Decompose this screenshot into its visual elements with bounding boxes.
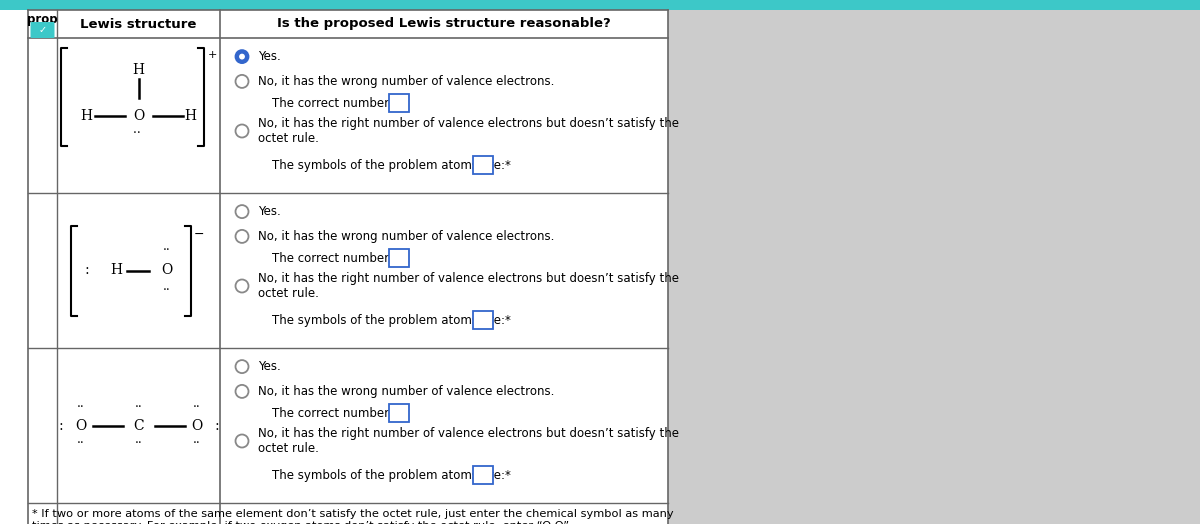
Text: H: H bbox=[80, 108, 92, 123]
FancyBboxPatch shape bbox=[473, 156, 493, 174]
Text: ··: ·· bbox=[134, 437, 143, 450]
Circle shape bbox=[235, 75, 248, 88]
Bar bbox=[28, 10, 668, 524]
Text: ··: ·· bbox=[193, 401, 200, 414]
Text: ··: ·· bbox=[134, 401, 143, 414]
Circle shape bbox=[235, 360, 248, 373]
Circle shape bbox=[235, 50, 248, 63]
Circle shape bbox=[235, 279, 248, 292]
FancyBboxPatch shape bbox=[473, 311, 493, 329]
Circle shape bbox=[239, 53, 245, 60]
Circle shape bbox=[235, 385, 248, 398]
Text: H: H bbox=[110, 264, 122, 278]
Text: No, it has the wrong number of valence electrons.: No, it has the wrong number of valence e… bbox=[258, 385, 554, 398]
FancyBboxPatch shape bbox=[30, 22, 54, 38]
Text: No, it has the wrong number of valence electrons.: No, it has the wrong number of valence e… bbox=[258, 230, 554, 243]
Text: ··: ·· bbox=[77, 401, 84, 414]
Text: The correct number is:: The correct number is: bbox=[272, 252, 407, 265]
FancyBboxPatch shape bbox=[473, 466, 493, 484]
Text: Yes.: Yes. bbox=[258, 205, 281, 218]
Text: O: O bbox=[191, 419, 202, 432]
FancyBboxPatch shape bbox=[389, 249, 409, 267]
Text: O: O bbox=[133, 108, 144, 123]
Text: H: H bbox=[185, 108, 197, 123]
Text: Is the proposed Lewis structure reasonable?: Is the proposed Lewis structure reasonab… bbox=[277, 17, 611, 30]
Text: prop: prop bbox=[28, 13, 58, 26]
Text: Yes.: Yes. bbox=[258, 50, 281, 63]
Circle shape bbox=[235, 205, 248, 218]
Text: The symbols of the problem atoms are:*: The symbols of the problem atoms are:* bbox=[272, 313, 511, 326]
Text: −: − bbox=[193, 227, 204, 241]
Bar bbox=[668, 10, 1200, 524]
Text: O: O bbox=[161, 264, 172, 278]
Text: Lewis structure: Lewis structure bbox=[80, 17, 197, 30]
Circle shape bbox=[235, 230, 248, 243]
Text: No, it has the right number of valence electrons but doesn’t satisfy the
octet r: No, it has the right number of valence e… bbox=[258, 427, 679, 455]
Text: * If two or more atoms of the same element don’t satisfy the octet rule, just en: * If two or more atoms of the same eleme… bbox=[32, 509, 673, 524]
Text: :: : bbox=[84, 264, 89, 278]
Text: C: C bbox=[133, 419, 144, 432]
Text: ✓: ✓ bbox=[38, 25, 47, 35]
Text: The correct number is:: The correct number is: bbox=[272, 407, 407, 420]
Text: The symbols of the problem atoms are:*: The symbols of the problem atoms are:* bbox=[272, 468, 511, 482]
Text: :: : bbox=[58, 419, 62, 432]
Circle shape bbox=[235, 434, 248, 447]
Circle shape bbox=[235, 125, 248, 137]
Text: ··: ·· bbox=[193, 437, 200, 450]
Text: H: H bbox=[132, 63, 144, 78]
Text: :: : bbox=[214, 419, 218, 432]
Text: The symbols of the problem atoms are:*: The symbols of the problem atoms are:* bbox=[272, 159, 511, 171]
Text: No, it has the wrong number of valence electrons.: No, it has the wrong number of valence e… bbox=[258, 75, 554, 88]
Text: ··: ·· bbox=[163, 284, 170, 297]
Text: ··: ·· bbox=[163, 244, 170, 257]
Text: The correct number is:: The correct number is: bbox=[272, 96, 407, 110]
Text: Yes.: Yes. bbox=[258, 360, 281, 373]
Text: No, it has the right number of valence electrons but doesn’t satisfy the
octet r: No, it has the right number of valence e… bbox=[258, 272, 679, 300]
Text: No, it has the right number of valence electrons but doesn’t satisfy the
octet r: No, it has the right number of valence e… bbox=[258, 117, 679, 145]
Text: O: O bbox=[74, 419, 86, 432]
Text: ··: ·· bbox=[77, 437, 84, 450]
Bar bbox=[0, 0, 1200, 10]
FancyBboxPatch shape bbox=[389, 404, 409, 422]
FancyBboxPatch shape bbox=[389, 94, 409, 112]
Text: +: + bbox=[208, 49, 217, 60]
Text: ··: ·· bbox=[133, 127, 144, 140]
